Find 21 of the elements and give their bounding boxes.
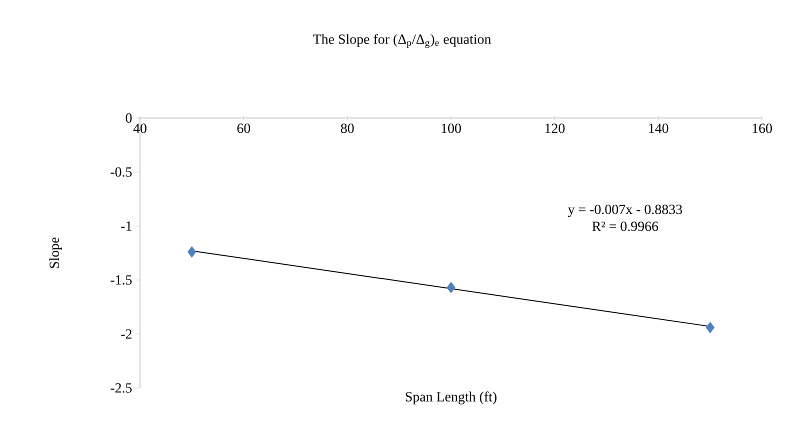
y-tick-label: -2.5	[110, 383, 132, 393]
y-tick-label: -1.5	[110, 275, 132, 285]
x-tick-label: 40	[133, 124, 146, 134]
y-tick-label: -2	[121, 329, 132, 339]
x-tick-label: 140	[649, 124, 668, 134]
y-tick-label: -0.5	[110, 167, 132, 177]
x-axis-title: Span Length (ft)	[406, 392, 496, 404]
point	[188, 246, 196, 258]
y-tick-label: -1	[121, 221, 132, 231]
x-tick-label: 80	[340, 124, 354, 134]
y-tick-label: 0	[126, 113, 132, 123]
x-tick-label: 100	[442, 124, 461, 134]
annotation: y = -0.007x - 0.8833	[568, 204, 682, 217]
point	[706, 322, 714, 333]
chart-title: The Slope for (Δ$_{p}$/Δ$_{g}$)$_{e}$ equation	[313, 34, 491, 48]
y-axis-title: Slope	[49, 238, 62, 268]
x-tick-label: 120	[545, 124, 565, 134]
point	[446, 282, 456, 294]
x-tick-label: 60	[237, 124, 250, 134]
annotation: R² = 0.9966	[592, 222, 658, 232]
x-tick-label: 160	[752, 124, 772, 134]
